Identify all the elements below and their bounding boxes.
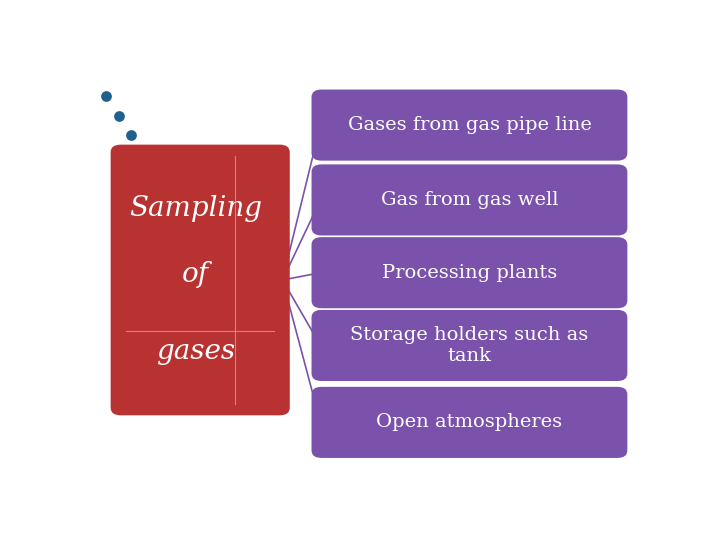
FancyBboxPatch shape [312, 90, 627, 160]
FancyBboxPatch shape [111, 145, 289, 415]
Text: Storage holders such as
tank: Storage holders such as tank [351, 326, 588, 365]
Text: gases: gases [156, 338, 235, 365]
FancyBboxPatch shape [312, 310, 627, 381]
Text: Gases from gas pipe line: Gases from gas pipe line [348, 116, 591, 134]
Text: Gas from gas well: Gas from gas well [381, 191, 558, 209]
Text: Open atmospheres: Open atmospheres [377, 414, 562, 431]
Point [113, 111, 125, 120]
Point [125, 130, 137, 139]
Point [100, 92, 112, 100]
FancyBboxPatch shape [312, 164, 627, 235]
FancyBboxPatch shape [312, 237, 627, 308]
FancyBboxPatch shape [312, 387, 627, 458]
Text: Sampling: Sampling [129, 195, 262, 222]
Text: Processing plants: Processing plants [382, 264, 557, 282]
Text: of: of [182, 261, 209, 288]
